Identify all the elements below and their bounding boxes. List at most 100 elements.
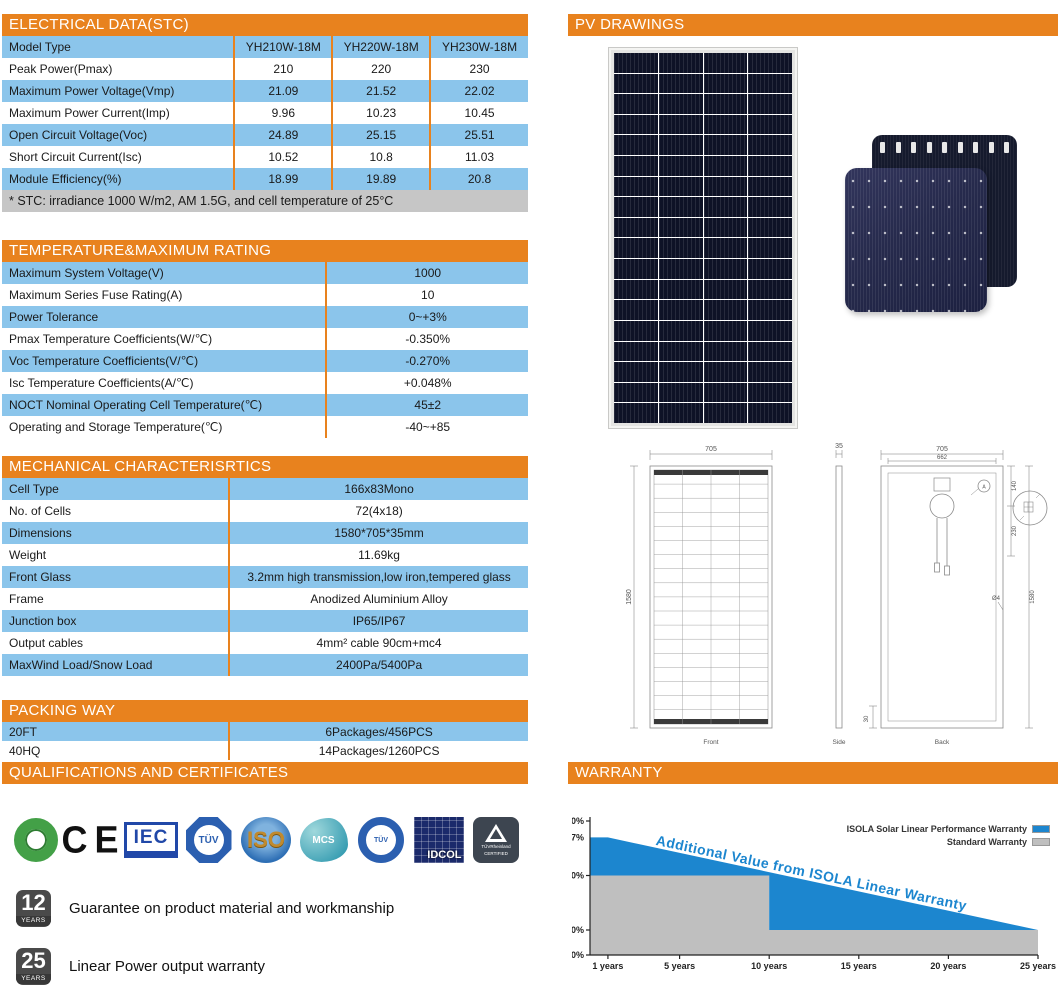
pv-cell (658, 176, 703, 197)
pv-cell (748, 259, 792, 279)
table-row: Maximum Power Current(Imp) 9.96 10.23 10.45 (2, 102, 528, 124)
dim-cable-offset: 230 (1012, 525, 1018, 536)
cell-value: 10 (325, 284, 528, 306)
table-row: No. of Cells 72(4x18) (2, 500, 528, 522)
cell-value: 10.8 (331, 146, 429, 168)
cell-value: 72(4x18) (228, 500, 528, 522)
cell-label: MaxWind Load/Snow Load (9, 658, 153, 672)
cell-value: 10.52 (233, 146, 331, 168)
section-header-packing: PACKING WAY (2, 700, 528, 722)
busbar-pad (1004, 142, 1009, 153)
section-title: PV DRAWINGS (575, 16, 685, 33)
pv-cell (748, 176, 792, 197)
temperature-table: Maximum System Voltage(V) 1000 Maximum Ser… (2, 262, 528, 438)
table-row: 40HQ 14Packages/1260PCS (2, 741, 528, 760)
section-header-qualifications: QUALIFICATIONS AND CERTIFICATES (2, 762, 528, 784)
pv-cell (614, 259, 658, 279)
section-header-warranty: WARRANTY (568, 762, 1058, 784)
25-years-badge-icon: 25 YEARS (16, 948, 51, 985)
pv-cell (748, 156, 792, 176)
ce-mark-icon: CE (62, 811, 122, 869)
table-row: 20FT 6Packages/456PCS (2, 722, 528, 741)
warranty-chart: 0% 80% 90% 100% 97% 1 years 5 years 10 years 15 … (572, 806, 1058, 998)
pv-cell (748, 94, 792, 114)
cell-label: Peak Power(Pmax) (9, 62, 113, 76)
pv-cell (748, 114, 792, 135)
pv-cell (748, 217, 792, 238)
cell-label: Maximum System Voltage(V) (9, 266, 164, 280)
table-row: Cell Type 166x83Mono (2, 478, 528, 500)
cell-value: 21.52 (331, 80, 429, 102)
cell-value: 20.8 (429, 168, 528, 190)
pv-cell (614, 94, 658, 114)
pv-cell (658, 403, 703, 423)
cell-value: 166x83Mono (228, 478, 528, 500)
temperature-section: TEMPERATURE&MAXIMUM RATING Maximum Syste… (2, 240, 528, 438)
busbar-pad (880, 142, 885, 153)
axis-tick-label: 97% (572, 832, 584, 842)
cell-value: 220 (331, 58, 429, 80)
cell-value: 45±2 (325, 394, 528, 416)
pv-cell (658, 114, 703, 135)
table-row: Module Efficiency(%) 18.99 19.89 20.8 (2, 168, 528, 190)
cell-value: YH220W-18M (331, 36, 429, 58)
pv-cell (658, 382, 703, 403)
cell-value: +0.048% (325, 372, 528, 394)
section-header-mechanical: MECHANICAL CHARACTERISRTICS (2, 456, 528, 478)
pv-cell (703, 94, 748, 114)
table-row: NOCT Nominal Operating Cell Temperature(… (2, 394, 528, 416)
pv-cell (703, 73, 748, 94)
cell-label: Operating and Storage Temperature(℃) (9, 420, 223, 434)
pv-cell (614, 362, 658, 382)
back-view-label: Back (935, 739, 950, 746)
busbar-pad (926, 142, 932, 153)
dim-side-thickness: 35 (835, 443, 843, 450)
legend-label: ISOLA Solar Linear Performance Warranty (846, 824, 1027, 834)
cell-label: Maximum Series Fuse Rating(A) (9, 288, 183, 302)
pv-cell (614, 238, 658, 259)
pv-cell (614, 135, 658, 156)
cell-value: 1000 (325, 262, 528, 284)
tuv-type-tested-icon: TÜV (353, 811, 409, 869)
cell-value: 10.45 (429, 102, 528, 124)
pv-cell (748, 135, 792, 156)
mechanical-table: Cell Type 166x83Mono No. of Cells 72(4x18) D… (2, 478, 528, 676)
cell-label: Cell Type (9, 482, 59, 496)
mechanical-section: MECHANICAL CHARACTERISRTICS Cell Type 166… (2, 456, 528, 676)
pv-cell (703, 197, 748, 217)
cell-label: Weight (9, 548, 47, 562)
pv-cell (703, 341, 748, 362)
cell-value: -0.270% (325, 350, 528, 372)
pv-cell (748, 238, 792, 259)
table-row: Maximum Power Voltage(Vmp) 21.09 21.52 22.0… (2, 80, 528, 102)
pv-cell (703, 362, 748, 382)
axis-tick-label: 20 years (930, 961, 966, 971)
pv-cell (614, 217, 658, 238)
table-row: Maximum System Voltage(V) 1000 (2, 262, 528, 284)
legend-item-standard: Standard Warranty (847, 837, 1050, 847)
cell-value: 1580*705*35mm (228, 522, 528, 544)
table-row: Pmax Temperature Coefficients(W/℃) -0.350… (2, 328, 528, 350)
cell-value: 21.09 (233, 80, 331, 102)
table-row: Isc Temperature Coefficients(A/℃) +0.048% (2, 372, 528, 394)
cell-label: Front Glass (9, 570, 72, 584)
technical-drawing: 705 1580 35 705 662 140 230 1580 30 Ø4 A… (626, 443, 1048, 746)
table-row: Voc Temperature Coefficients(V/℃) -0.270% (2, 350, 528, 372)
solar-cell-photo-front (845, 168, 987, 312)
cell-value: 6Packages/456PCS (228, 722, 528, 741)
pv-cell (614, 114, 658, 135)
mcs-icon: MCS (296, 811, 352, 869)
pv-cell (614, 197, 658, 217)
pv-cell (658, 94, 703, 114)
pv-cell (748, 362, 792, 382)
iso-globe-icon: ISO (238, 811, 294, 869)
pv-cell (703, 114, 748, 135)
section-header-temperature: TEMPERATURE&MAXIMUM RATING (2, 240, 528, 262)
pv-cell (614, 341, 658, 362)
dim-back-inner-width: 662 (937, 455, 948, 461)
table-row: Model Type YH210W-18M YH220W-18M YH230W-18M (2, 36, 528, 58)
cell-value: 9.96 (233, 102, 331, 124)
dim-back-width: 705 (936, 446, 948, 453)
axis-tick-label: 90% (572, 871, 584, 881)
pv-cell (703, 156, 748, 176)
